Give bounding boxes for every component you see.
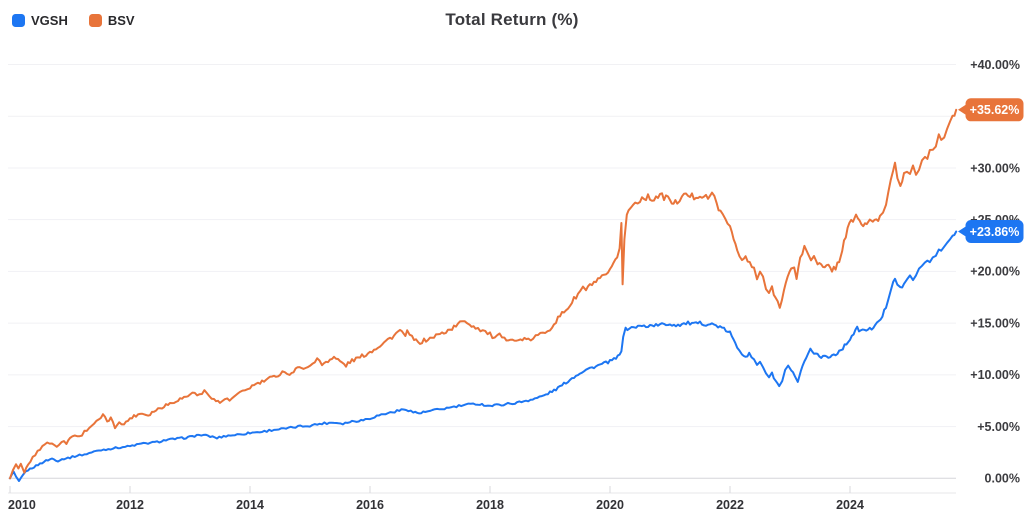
x-axis-label: 2020 [596, 498, 624, 512]
legend-item-vgsh[interactable]: VGSH [12, 13, 68, 28]
badge-pointer [958, 225, 967, 237]
badge-pointer [958, 104, 967, 116]
vgsh-color-swatch [12, 14, 25, 27]
y-axis-label: +30.00% [970, 161, 1020, 175]
x-axis-label: 2014 [236, 498, 264, 512]
badge-bg [965, 219, 1024, 243]
badge-value-label: +35.62% [970, 103, 1020, 117]
y-axis-label: +10.00% [970, 368, 1020, 382]
legend-item-bsv[interactable]: BSV [88, 13, 135, 28]
y-axis-label: 0.00% [985, 472, 1020, 486]
y-axis-label: +15.00% [970, 316, 1020, 330]
y-axis-label: +40.00% [970, 58, 1020, 72]
x-axis-label: 2016 [356, 498, 384, 512]
end-value-badge-bsv: +35.62% [958, 98, 1024, 122]
y-axis-label: +5.00% [977, 420, 1020, 434]
x-axis-label: 2024 [836, 498, 864, 512]
legend-label-vgsh: VGSH [31, 13, 68, 28]
badge-bg [965, 98, 1024, 122]
series-line-vgsh[interactable] [9, 230, 958, 482]
chart-title: Total Return (%) [445, 10, 579, 29]
end-value-badge-vgsh: +23.86% [958, 219, 1024, 243]
series-line-bsv[interactable] [9, 108, 958, 480]
x-axis-label: 2018 [476, 498, 504, 512]
x-axis-label: 2012 [116, 498, 144, 512]
badge-value-label: +23.86% [970, 225, 1020, 239]
y-axis-label: +20.00% [970, 265, 1020, 279]
x-axis-label: 2022 [716, 498, 744, 512]
legend: VGSH BSV [12, 13, 135, 28]
legend-label-bsv: BSV [107, 13, 135, 28]
x-axis-label: 2010 [8, 498, 36, 512]
bsv-color-swatch [88, 14, 102, 27]
